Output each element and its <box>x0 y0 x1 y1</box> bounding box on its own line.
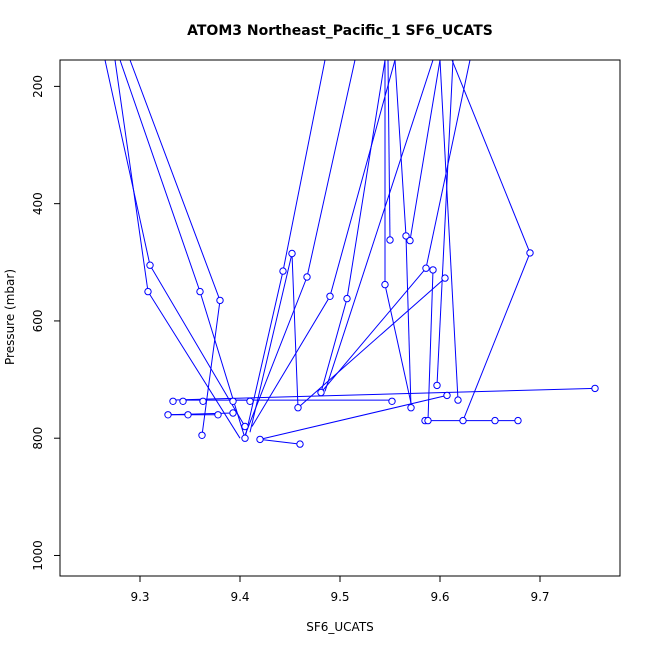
series-line-27 <box>169 387 596 401</box>
data-point-41 <box>199 397 207 405</box>
data-point-33 <box>526 249 534 257</box>
plot-frame <box>59 59 621 577</box>
series-line-9 <box>259 438 301 445</box>
data-point-38 <box>229 409 237 417</box>
series-line-12 <box>297 277 446 409</box>
data-point-40 <box>179 397 187 405</box>
y-tick-label-3: 800 <box>31 427 45 450</box>
data-point-24 <box>441 274 449 282</box>
x-axis-label: SF6_UCATS <box>306 620 374 634</box>
series-line-16 <box>387 60 391 241</box>
y-tick-label-2: 600 <box>31 309 45 332</box>
data-point-36 <box>184 411 192 419</box>
x-tick-label-0: 9.3 <box>130 590 149 604</box>
data-point-37 <box>214 411 222 419</box>
data-point-7 <box>256 435 264 444</box>
y-axis-label: Pressure (mbar) <box>3 269 17 365</box>
data-point-0 <box>146 261 154 269</box>
data-point-39 <box>169 397 177 405</box>
x-tick-label-3: 9.6 <box>430 590 449 604</box>
data-point-20 <box>407 404 415 412</box>
series-line-0 <box>104 60 246 427</box>
y-tick-label-0: 200 <box>31 75 45 98</box>
series-line-6 <box>244 60 356 436</box>
data-point-5 <box>241 422 249 431</box>
series-points <box>144 232 599 448</box>
data-point-30 <box>459 416 467 425</box>
data-point-13 <box>317 388 325 397</box>
data-point-10 <box>288 249 296 258</box>
series-line-18 <box>409 60 441 241</box>
series-line-2 <box>119 60 246 439</box>
series-line-24 <box>462 252 531 421</box>
data-point-35 <box>164 411 172 419</box>
series-line-17 <box>394 60 407 236</box>
series-line-26 <box>439 60 459 401</box>
x-axis: 9.3 9.4 9.5 9.6 9.7 <box>130 576 550 604</box>
series-line-19 <box>405 235 412 408</box>
data-point-2 <box>196 287 204 296</box>
data-point-43 <box>246 397 254 405</box>
series-line-13 <box>324 60 434 392</box>
series-line-15 <box>384 284 413 408</box>
data-point-1 <box>144 287 152 296</box>
data-point-3 <box>216 296 224 305</box>
y-tick-label-4: 1000 <box>31 540 45 571</box>
data-point-23 <box>429 266 437 274</box>
series-lines <box>104 60 596 445</box>
data-point-19 <box>406 236 414 245</box>
series-line-23 <box>451 60 531 254</box>
x-tick-label-2: 9.5 <box>330 590 349 604</box>
data-point-34 <box>591 384 599 393</box>
data-point-32 <box>514 416 522 425</box>
data-point-15 <box>343 294 351 303</box>
series-line-10 <box>320 60 386 393</box>
data-point-25 <box>433 381 441 390</box>
data-point-29 <box>424 416 432 425</box>
data-point-14 <box>326 292 334 300</box>
data-point-22 <box>422 264 430 272</box>
data-point-12 <box>303 273 311 281</box>
data-point-27 <box>454 396 462 404</box>
series-line-21 <box>427 269 434 421</box>
series-line-1 <box>114 60 241 439</box>
data-point-21 <box>388 397 396 405</box>
series-line-3 <box>129 60 221 436</box>
series-line-22 <box>436 60 454 386</box>
x-tick-label-1: 9.4 <box>230 590 249 604</box>
series-line-8 <box>259 394 448 440</box>
x-tick-label-4: 9.7 <box>530 590 549 604</box>
data-point-4 <box>198 431 206 439</box>
data-point-17 <box>386 236 394 244</box>
data-point-6 <box>241 434 249 442</box>
data-point-26 <box>443 391 451 400</box>
data-point-16 <box>381 280 389 289</box>
data-point-9 <box>279 267 287 275</box>
data-point-42 <box>229 397 237 405</box>
y-axis: 200 400 600 800 1000 <box>31 75 60 571</box>
data-point-8 <box>296 440 304 448</box>
y-tick-label-1: 400 <box>31 192 45 215</box>
data-point-18 <box>402 232 410 240</box>
data-point-31 <box>491 416 499 425</box>
data-point-11 <box>294 404 302 412</box>
chart-title: ATOM3 Northeast_Pacific_1 SF6_UCATS <box>187 23 493 39</box>
